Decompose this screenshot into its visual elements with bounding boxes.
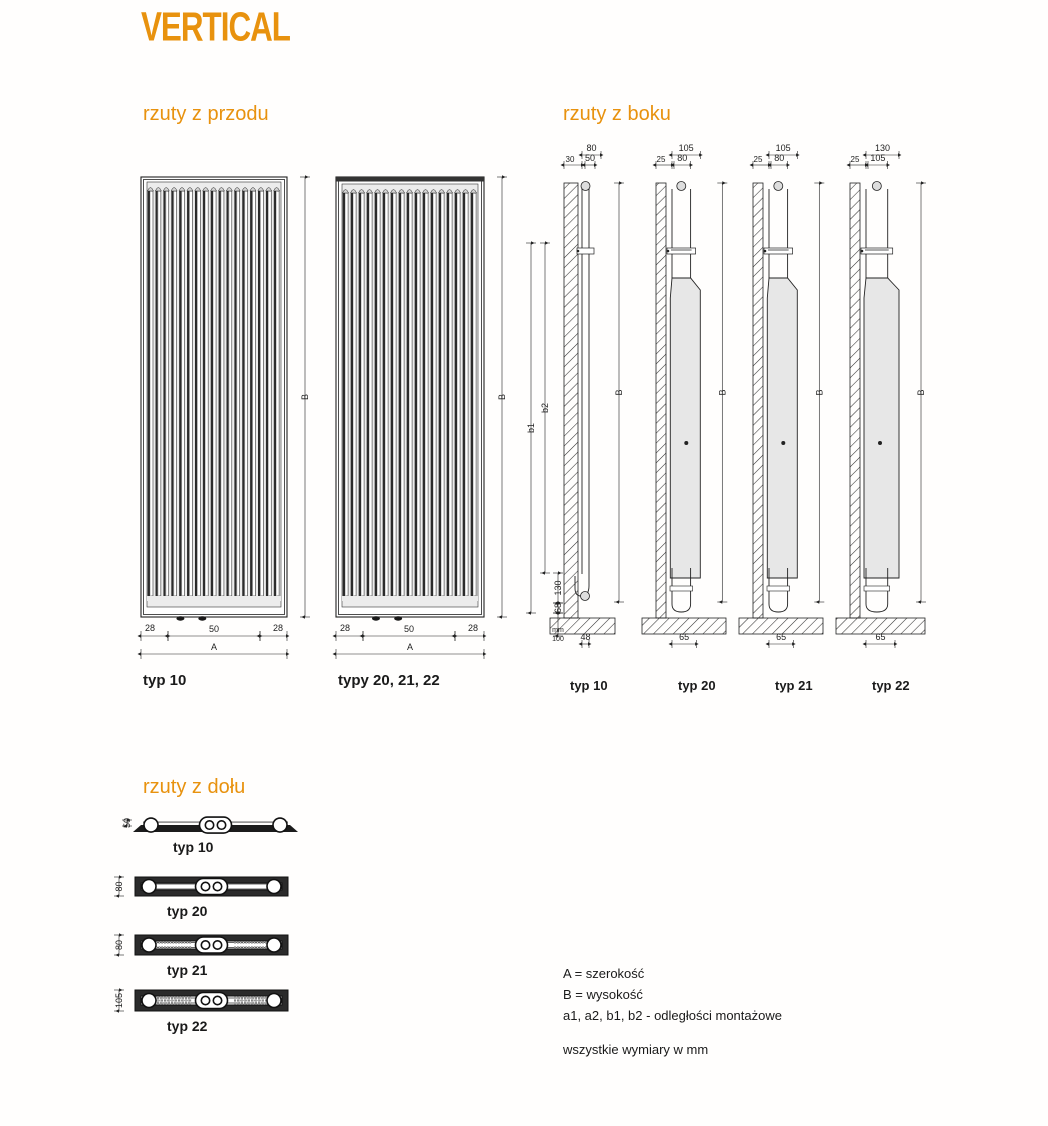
svg-text:28: 28 (273, 623, 283, 633)
svg-text:B: B (300, 394, 310, 400)
svg-text:48: 48 (580, 632, 590, 642)
svg-text:80: 80 (774, 153, 784, 163)
svg-text:25: 25 (851, 155, 860, 164)
svg-text:typ 10: typ 10 (570, 678, 608, 693)
svg-text:28: 28 (145, 623, 155, 633)
svg-text:65: 65 (679, 632, 689, 642)
svg-text:A: A (211, 642, 217, 652)
svg-text:A: A (407, 642, 413, 652)
svg-text:50: 50 (122, 818, 132, 828)
svg-text:105: 105 (679, 143, 694, 153)
svg-text:25: 25 (657, 155, 666, 164)
svg-text:B: B (916, 389, 926, 395)
svg-text:b2: b2 (540, 403, 550, 413)
svg-text:80: 80 (586, 143, 596, 153)
svg-text:105: 105 (776, 143, 791, 153)
svg-text:100: 100 (552, 636, 564, 643)
svg-text:68: 68 (553, 603, 563, 613)
svg-text:28: 28 (468, 623, 478, 633)
svg-text:50: 50 (404, 624, 414, 634)
svg-text:B: B (717, 389, 727, 395)
svg-text:65: 65 (875, 632, 885, 642)
svg-text:50: 50 (209, 624, 219, 634)
svg-text:50: 50 (585, 153, 595, 163)
svg-text:30: 30 (566, 155, 575, 164)
svg-text:typ 20: typ 20 (167, 903, 208, 919)
svg-text:typ 22: typ 22 (167, 1018, 208, 1034)
svg-text:28: 28 (340, 623, 350, 633)
svg-text:B: B (814, 389, 824, 395)
svg-text:typ 20: typ 20 (678, 678, 716, 693)
svg-text:105: 105 (870, 153, 885, 163)
svg-text:80: 80 (114, 940, 124, 950)
svg-text:b1: b1 (526, 423, 536, 433)
svg-text:typ 22: typ 22 (872, 678, 910, 693)
svg-text:80: 80 (677, 153, 687, 163)
svg-text:B: B (497, 394, 507, 400)
svg-text:typ 10: typ 10 (173, 839, 214, 855)
svg-text:105: 105 (114, 993, 124, 1008)
svg-text:B: B (614, 389, 624, 395)
svg-text:typ 21: typ 21 (775, 678, 813, 693)
svg-text:130: 130 (875, 143, 890, 153)
svg-text:65: 65 (776, 632, 786, 642)
svg-text:typ 21: typ 21 (167, 962, 208, 978)
svg-text:mm: mm (552, 627, 564, 634)
svg-text:25: 25 (754, 155, 763, 164)
svg-text:130: 130 (553, 580, 563, 595)
svg-text:80: 80 (114, 881, 124, 891)
